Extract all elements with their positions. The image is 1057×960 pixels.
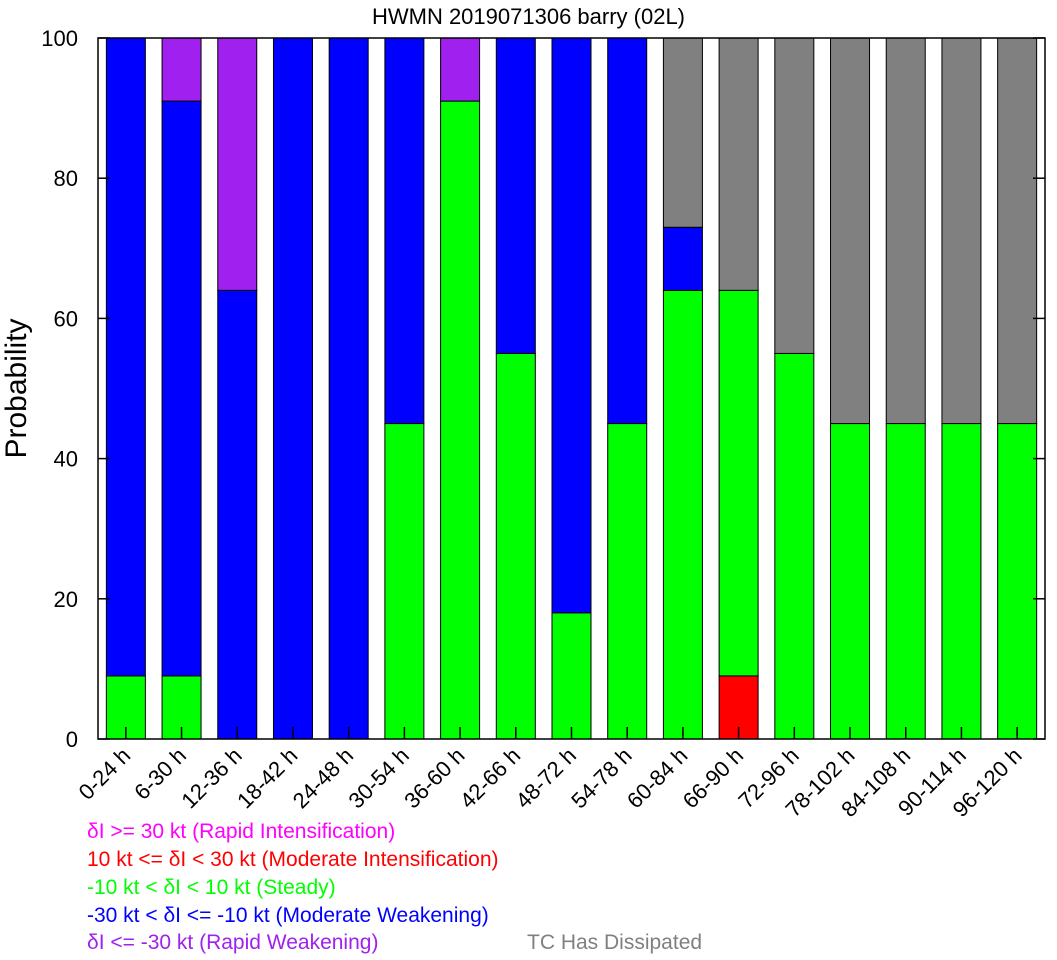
bar-steady-8 — [551, 612, 592, 740]
bar-tc-dissipated-14 — [885, 37, 926, 425]
bar-rapid-weakening-1 — [161, 37, 202, 102]
legend-rapid-intensification: δI >= 30 kt (Rapid Intensification) — [87, 820, 396, 843]
bar-steady-7 — [495, 352, 536, 740]
bar-tc-dissipated-11 — [718, 37, 759, 291]
legend-rapid-weakening: δI <= -30 kt (Rapid Weakening) — [87, 931, 379, 954]
bar-moderate-weakening-7 — [495, 37, 536, 354]
bar-steady-11 — [718, 289, 759, 677]
x-tick-label: 48-72 h — [511, 743, 581, 813]
bar-steady-6 — [440, 100, 481, 740]
bar-steady-10 — [662, 289, 703, 740]
x-tick-label: 12-36 h — [176, 743, 246, 813]
legend-steady: -10 kt < δI < 10 kt (Steady) — [87, 876, 336, 899]
x-tick-label: 18-42 h — [232, 743, 302, 813]
bar-steady-13 — [830, 423, 871, 740]
x-tick-label: 42-66 h — [455, 743, 525, 813]
x-tick-label: 30-54 h — [343, 743, 413, 813]
bar-moderate-weakening-9 — [607, 37, 648, 425]
bar-tc-dissipated-12 — [774, 37, 815, 354]
bar-moderate-weakening-4 — [328, 37, 369, 740]
y-tick-label: 80 — [54, 166, 78, 191]
y-axis-label: Probability — [0, 318, 33, 458]
y-tick-label: 60 — [54, 306, 78, 331]
y-tick-label: 100 — [41, 26, 78, 51]
bar-tc-dissipated-13 — [830, 37, 871, 425]
y-tick-label: 20 — [54, 587, 78, 612]
bar-steady-15 — [941, 423, 982, 740]
x-tick-label: 60-84 h — [622, 743, 692, 813]
x-tick-label: 0-24 h — [74, 743, 136, 805]
bar-rapid-weakening-2 — [217, 37, 258, 291]
legend-moderate-intensification: 10 kt <= δI < 30 kt (Moderate Intensific… — [87, 848, 499, 871]
bar-moderate-weakening-2 — [217, 289, 258, 740]
bar-tc-dissipated-16 — [997, 37, 1038, 425]
y-tick-label: 0 — [66, 727, 78, 752]
bars-group — [105, 37, 1038, 740]
bar-steady-16 — [997, 423, 1038, 740]
bar-steady-9 — [607, 423, 648, 740]
bar-steady-5 — [384, 423, 425, 740]
legend-tc-dissipated: TC Has Dissipated — [527, 931, 703, 954]
legend-moderate-weakening: -30 kt < δI <= -10 kt (Moderate Weakenin… — [87, 904, 489, 927]
x-tick-label: 36-60 h — [399, 743, 469, 813]
x-tick-label: 54-78 h — [566, 743, 636, 813]
bar-tc-dissipated-15 — [941, 37, 982, 425]
bar-moderate-weakening-10 — [662, 226, 703, 291]
bar-tc-dissipated-10 — [662, 37, 703, 228]
bar-steady-14 — [885, 423, 926, 740]
bar-rapid-weakening-6 — [440, 37, 481, 102]
bar-moderate-weakening-3 — [272, 37, 313, 740]
x-tick-label: 66-90 h — [678, 743, 748, 813]
chart-title: HWMN 2019071306 barry (02L) — [371, 4, 686, 29]
bar-moderate-weakening-1 — [161, 100, 202, 677]
bar-steady-12 — [774, 352, 815, 740]
bar-moderate-weakening-5 — [384, 37, 425, 425]
x-tick-label: 24-48 h — [288, 743, 358, 813]
bar-moderate-weakening-8 — [551, 37, 592, 614]
bar-moderate-weakening-0 — [105, 37, 146, 677]
y-tick-label: 40 — [54, 447, 78, 472]
